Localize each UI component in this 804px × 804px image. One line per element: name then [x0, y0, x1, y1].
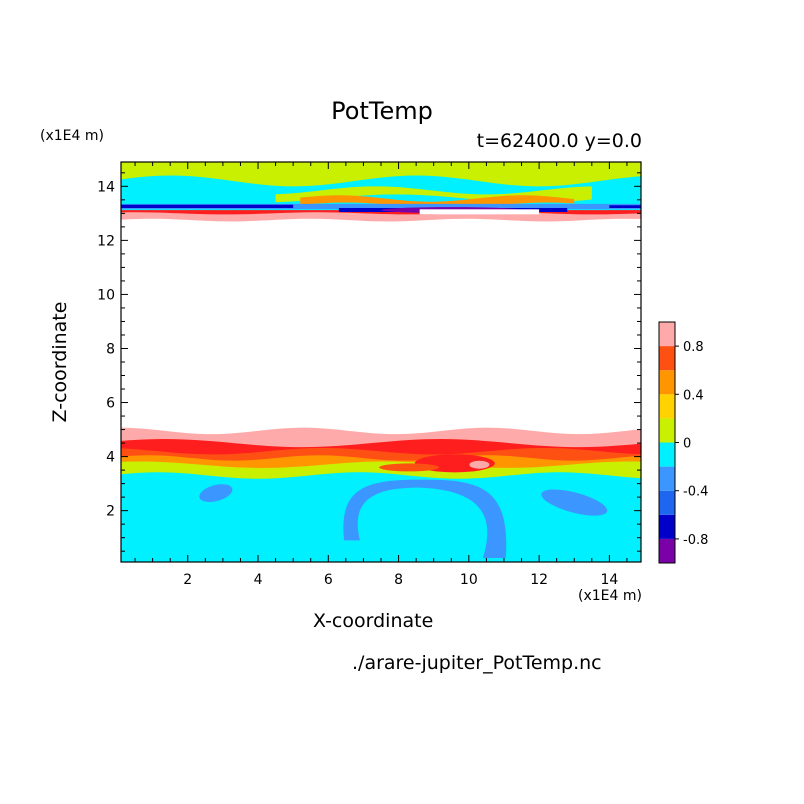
colorbar-tick-label: -0.8	[683, 533, 708, 548]
y-tick-label: 4	[106, 450, 115, 466]
x-tick-label: 10	[460, 572, 478, 588]
contour-region-pink-swirl	[469, 460, 490, 469]
source-filename: ./arare-jupiter_PotTemp.nc	[352, 652, 602, 674]
contour-region-blue-blob-right	[541, 489, 608, 516]
contour-region-orange-upper	[300, 195, 575, 208]
colorbar-tick-label: -0.4	[683, 485, 708, 500]
colorbar-swatch	[659, 514, 675, 539]
x-axis-unit: (x1E4 m)	[578, 588, 642, 604]
chart-subtitle: t=62400.0 y=0.0	[476, 130, 642, 152]
y-tick-label: 8	[106, 341, 115, 357]
y-tick-label: 14	[97, 179, 115, 195]
x-tick-label: 2	[183, 572, 192, 588]
x-axis-label: X-coordinate	[313, 610, 434, 632]
contour-region-blue-arch	[343, 479, 507, 558]
colorbar-tick-label: 0	[683, 437, 691, 452]
colorbar-swatch	[659, 442, 675, 467]
x-tick-label: 4	[254, 572, 263, 588]
colorbar-tick-label: 0.4	[683, 388, 704, 403]
z-axis-unit: (x1E4 m)	[40, 128, 104, 144]
x-tick-label: 8	[394, 572, 403, 588]
y-tick-label: 10	[97, 287, 115, 303]
x-tick-label: 14	[600, 572, 618, 588]
colorbar-swatch	[659, 466, 675, 491]
contour-region-blue-blob-left	[199, 484, 233, 502]
colorbar-swatch	[659, 370, 675, 395]
x-tick-label: 12	[530, 572, 548, 588]
colorbar-swatch	[659, 394, 675, 419]
contour-region-darkblue-upper-left	[121, 204, 294, 208]
colorbar-tick-label: 0.8	[683, 340, 704, 355]
contour-region-redorange-swirl	[379, 463, 440, 472]
chart-title: PotTemp	[331, 97, 433, 125]
x-tick-label: 6	[324, 572, 333, 588]
contour-region-darkblue-upper-right	[609, 205, 641, 208]
colorbar-swatch	[659, 346, 675, 371]
contour-region-pink-lower	[121, 427, 641, 448]
colorbar-swatch-top	[659, 322, 675, 347]
contour-region-cyan-lower	[121, 468, 641, 562]
contour-region-yellowgreen-top	[121, 162, 641, 187]
y-tick-label: 2	[106, 504, 115, 520]
y-tick-label: 12	[97, 233, 115, 249]
colorbar-swatch	[659, 490, 675, 515]
contour-region-white-core	[419, 209, 540, 215]
y-tick-label: 6	[106, 396, 115, 412]
colorbar-swatch	[659, 538, 675, 563]
colorbar-swatch	[659, 418, 675, 443]
